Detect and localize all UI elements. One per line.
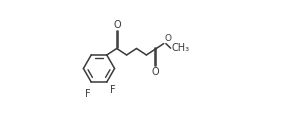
Text: O: O [152, 67, 159, 77]
Text: O: O [165, 34, 171, 43]
Text: CH₃: CH₃ [171, 43, 189, 53]
Text: O: O [113, 20, 121, 30]
Text: F: F [110, 85, 116, 95]
Text: F: F [85, 89, 91, 99]
